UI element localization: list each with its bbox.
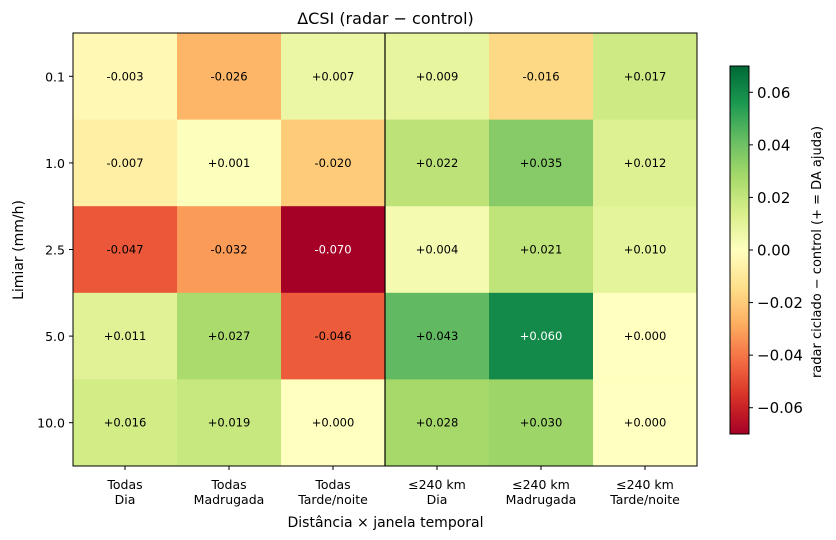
colorbar: 0.06 0.04 0.02 0.00 −0.02 −0.04 −0.06 radar ci…	[729, 65, 825, 435]
colorbar-tick-label: 0.02	[757, 189, 790, 207]
cell-value-label: +0.007	[312, 69, 355, 83]
colorbar-tick-label: −0.04	[757, 347, 803, 365]
heatmap-cell	[177, 292, 282, 380]
cell-value-label: -0.026	[210, 69, 247, 83]
heatmap-cell	[489, 119, 594, 207]
colorbar-gradient	[729, 65, 750, 435]
heatmap-cell	[489, 379, 594, 467]
cell-value-label: +0.022	[416, 156, 459, 170]
heatmap-cell	[281, 379, 386, 467]
y-tick-label: 10.0	[37, 416, 65, 431]
cell-value-label: -0.016	[522, 69, 559, 83]
cell-value-label: +0.043	[416, 329, 459, 343]
heatmap-cell	[73, 292, 178, 380]
x-tick-label: ≤240 km Tarde/noite	[609, 477, 680, 507]
cell-value-label: -0.070	[314, 243, 351, 257]
chart-title: ΔCSI (radar − control)	[297, 9, 474, 28]
cell-value-label: +0.000	[624, 329, 667, 343]
heatmap-cell	[489, 292, 594, 380]
cell-value-label: +0.035	[520, 156, 563, 170]
cell-value-label: +0.012	[624, 156, 667, 170]
colorbar-tick-label: 0.06	[757, 84, 790, 102]
cell-value-label: -0.047	[106, 243, 143, 257]
colorbar-tick-label: 0.04	[757, 136, 790, 154]
heatmap-cell	[593, 33, 698, 121]
cell-value-label: +0.027	[208, 329, 251, 343]
colorbar-ticks: 0.06 0.04 0.02 0.00 −0.02 −0.04 −0.06	[749, 84, 803, 417]
colorbar-tick-label: 0.00	[757, 242, 790, 260]
heatmap-cell	[489, 206, 594, 294]
cell-value-label: +0.017	[624, 69, 667, 83]
y-tick-label: 0.1	[45, 69, 65, 84]
heatmap-cell	[73, 119, 178, 207]
heatmap-cell	[385, 292, 490, 380]
cell-value-label: +0.028	[416, 416, 459, 430]
heatmap-cell	[385, 119, 490, 207]
x-tick-label: ≤240 km Dia	[408, 477, 466, 507]
heatmap-cell	[177, 379, 282, 467]
heatmap-cell	[385, 206, 490, 294]
x-tick-label: Todas Madrugada	[194, 477, 265, 507]
heatmap-cell-labels: -0.003 -0.026 +0.007 +0.009 -0.016 +0.017 -0.0…	[104, 69, 667, 429]
cell-value-label: +0.060	[520, 329, 563, 343]
colorbar-tick-label: −0.06	[757, 399, 803, 417]
x-tick-label: Todas Tarde/noite	[297, 477, 368, 507]
heatmap-cell	[73, 206, 178, 294]
cell-value-label: +0.016	[104, 416, 147, 430]
cell-value-label: -0.007	[106, 156, 143, 170]
heatmap-cell	[281, 206, 386, 294]
heatmap-cell	[593, 292, 698, 380]
cell-value-label: -0.046	[314, 329, 351, 343]
heatmap-cell	[593, 119, 698, 207]
heatmap-cell	[177, 33, 282, 121]
heatmap-cell	[73, 33, 178, 121]
cell-value-label: -0.020	[314, 156, 351, 170]
heatmap-cells	[73, 33, 698, 467]
cell-value-label: +0.011	[104, 329, 147, 343]
heatmap-cell	[281, 119, 386, 207]
cell-value-label: +0.001	[208, 156, 251, 170]
heatmap-cell	[73, 379, 178, 467]
colorbar-tick-label: −0.02	[757, 294, 803, 312]
heatmap-cell	[385, 379, 490, 467]
cell-value-label: +0.019	[208, 416, 251, 430]
x-tick-label: Todas Dia	[106, 477, 142, 507]
heatmap-cell	[385, 33, 490, 121]
heatmap-cell	[593, 206, 698, 294]
colorbar-label: radar ciclado − control (+ = DA ajuda)	[810, 126, 825, 378]
heatmap-cell	[177, 206, 282, 294]
cell-value-label: +0.009	[416, 69, 459, 83]
heatmap-cell	[281, 33, 386, 121]
cell-value-label: +0.004	[416, 243, 459, 257]
x-axis-ticks: Todas Dia Todas Madrugada Todas Tarde/noite ≤2…	[106, 466, 680, 507]
y-tick-label: 1.0	[45, 156, 65, 171]
cell-value-label: -0.003	[106, 69, 143, 83]
x-axis-label: Distância × janela temporal	[288, 515, 484, 531]
heatmap-cell	[177, 119, 282, 207]
heatmap-cell	[593, 379, 698, 467]
heatmap-cell	[489, 33, 594, 121]
cell-value-label: +0.021	[520, 243, 563, 257]
y-axis-ticks: 0.1 1.0 2.5 5.0 10.0	[37, 69, 73, 431]
x-tick-label: ≤240 km Madrugada	[506, 477, 577, 507]
cell-value-label: +0.000	[312, 416, 355, 430]
cell-value-label: +0.030	[520, 416, 563, 430]
heatmap-cell	[281, 292, 386, 380]
cell-value-label: +0.010	[624, 243, 667, 257]
y-tick-label: 5.0	[45, 329, 65, 344]
y-axis-label: Limiar (mm/h)	[11, 200, 27, 300]
cell-value-label: +0.000	[624, 416, 667, 430]
y-tick-label: 2.5	[45, 243, 65, 258]
cell-value-label: -0.032	[210, 243, 247, 257]
